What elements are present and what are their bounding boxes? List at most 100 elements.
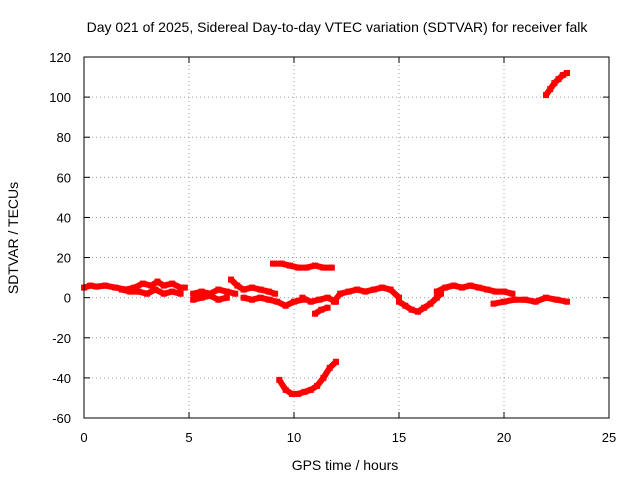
data-point <box>249 296 255 303</box>
data-point <box>484 286 491 293</box>
ticks: 0 5 10 15 20 25 -60 -40 -20 0 20 40 60 80 100 120 <box>49 50 616 445</box>
y-tick-label: 0 <box>64 291 71 306</box>
data-point <box>543 294 549 301</box>
data-point <box>249 284 255 291</box>
data-point <box>320 374 327 381</box>
data-point <box>330 298 337 305</box>
data-point <box>87 282 94 289</box>
chart-title: Day 021 of 2025, Sidereal Day-to-day VTE… <box>87 19 589 35</box>
data-point <box>148 282 155 289</box>
x-tick-label: 25 <box>602 430 616 445</box>
data-point <box>459 284 465 291</box>
data-point <box>370 286 377 293</box>
data-point <box>299 294 306 301</box>
data-point <box>320 264 327 271</box>
data-point <box>328 264 335 271</box>
x-axis-label: GPS time / hours <box>292 457 399 473</box>
y-tick-label: -40 <box>52 371 71 386</box>
data-point <box>223 294 230 301</box>
data-point <box>564 70 570 76</box>
data-point <box>232 290 239 297</box>
y-tick-label: 100 <box>49 90 71 105</box>
data-point <box>131 284 138 291</box>
data-point <box>511 296 518 303</box>
data-point <box>257 286 264 293</box>
data-point <box>265 296 272 303</box>
data-point <box>438 290 444 297</box>
data-point <box>492 288 499 295</box>
data-point <box>198 294 205 301</box>
data-point <box>543 92 549 99</box>
data-point <box>234 282 241 289</box>
data-point <box>337 290 344 297</box>
data-point <box>240 294 247 301</box>
data-point <box>127 288 134 295</box>
data-point <box>396 294 402 301</box>
data-point <box>559 72 566 79</box>
data-point <box>362 288 369 295</box>
data-point <box>276 376 283 383</box>
data-point <box>257 294 264 301</box>
data-point <box>345 288 352 295</box>
series-segment-17-20 <box>433 282 516 297</box>
data-point <box>215 286 222 293</box>
data-point <box>139 280 146 287</box>
y-tick-label: -20 <box>52 331 71 346</box>
data-point <box>324 304 331 311</box>
y-axis-label: SDTVAR / TECUs <box>5 182 21 294</box>
data-point <box>190 296 197 303</box>
data-point <box>160 290 167 297</box>
y-tick-label: 80 <box>57 130 71 145</box>
y-tick-label: 120 <box>49 50 71 65</box>
data-point <box>265 288 272 295</box>
x-tick-label: 5 <box>185 430 192 445</box>
x-tick-label: 15 <box>392 430 406 445</box>
data-point <box>427 300 434 307</box>
data-point <box>190 290 197 297</box>
data-point <box>288 390 295 397</box>
data-point <box>102 282 108 289</box>
data-point <box>152 286 159 293</box>
data-point <box>354 286 360 293</box>
data-point <box>316 296 323 303</box>
data-point <box>387 286 394 293</box>
plot-frame <box>83 56 610 419</box>
y-tick-label: 40 <box>57 210 71 225</box>
series-layer <box>81 70 570 397</box>
data-point <box>501 288 507 295</box>
x-tick-label: 0 <box>80 430 87 445</box>
data-point <box>278 260 285 267</box>
data-point <box>93 283 100 290</box>
data-point <box>291 298 297 305</box>
x-tick-label: 20 <box>497 430 511 445</box>
data-point <box>169 280 176 287</box>
data-point <box>326 364 333 371</box>
data-point <box>333 358 339 365</box>
y-tick-label: 60 <box>57 170 71 185</box>
data-point <box>442 284 449 291</box>
data-point <box>379 284 386 291</box>
data-point <box>312 262 318 269</box>
data-point <box>303 264 310 271</box>
data-point <box>295 264 302 271</box>
data-point <box>314 382 321 389</box>
data-point <box>433 288 440 295</box>
data-point <box>274 298 281 305</box>
data-point <box>154 278 161 285</box>
data-point <box>207 292 213 299</box>
data-point <box>270 260 276 267</box>
data-point <box>450 282 457 289</box>
data-point <box>490 300 497 307</box>
data-point <box>286 262 293 269</box>
data-point <box>324 294 331 301</box>
data-point <box>522 296 528 303</box>
data-point <box>551 80 558 87</box>
data-point <box>282 302 289 309</box>
data-point <box>475 284 482 291</box>
data-point <box>215 296 222 303</box>
x-tick-label: 10 <box>287 430 301 445</box>
data-point <box>282 386 289 393</box>
grid <box>84 57 609 418</box>
data-point <box>307 298 314 305</box>
